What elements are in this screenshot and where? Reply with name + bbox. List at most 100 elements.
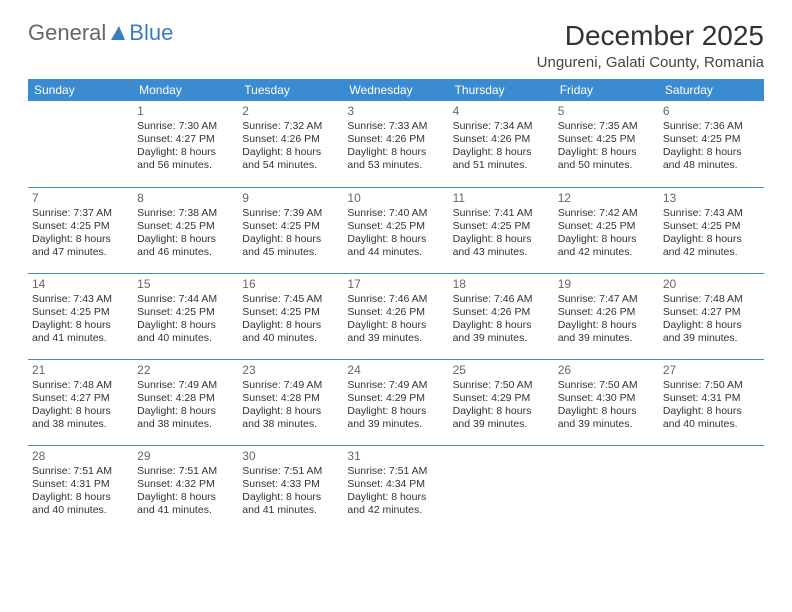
sunrise-line: Sunrise: 7:51 AM bbox=[242, 465, 339, 478]
sunset-line: Sunset: 4:26 PM bbox=[558, 306, 655, 319]
sunset-line: Sunset: 4:28 PM bbox=[137, 392, 234, 405]
sunset-line: Sunset: 4:26 PM bbox=[453, 133, 550, 146]
sunset-line: Sunset: 4:34 PM bbox=[347, 478, 444, 491]
day-number: 10 bbox=[347, 191, 444, 206]
day-number: 18 bbox=[453, 277, 550, 292]
daylight-line-1: Daylight: 8 hours bbox=[347, 233, 444, 246]
calendar-cell: 10Sunrise: 7:40 AMSunset: 4:25 PMDayligh… bbox=[343, 187, 448, 273]
daylight-line-1: Daylight: 8 hours bbox=[137, 319, 234, 332]
daylight-line-1: Daylight: 8 hours bbox=[347, 491, 444, 504]
calendar-cell bbox=[659, 445, 764, 531]
daylight-line-1: Daylight: 8 hours bbox=[32, 233, 129, 246]
calendar-week: 28Sunrise: 7:51 AMSunset: 4:31 PMDayligh… bbox=[28, 445, 764, 531]
sunset-line: Sunset: 4:25 PM bbox=[663, 133, 760, 146]
day-header-row: SundayMondayTuesdayWednesdayThursdayFrid… bbox=[28, 79, 764, 101]
calendar-cell: 5Sunrise: 7:35 AMSunset: 4:25 PMDaylight… bbox=[554, 101, 659, 187]
day-header: Wednesday bbox=[343, 79, 448, 101]
daylight-line-2: and 50 minutes. bbox=[558, 159, 655, 172]
daylight-line-1: Daylight: 8 hours bbox=[32, 319, 129, 332]
calendar-cell: 4Sunrise: 7:34 AMSunset: 4:26 PMDaylight… bbox=[449, 101, 554, 187]
daylight-line-1: Daylight: 8 hours bbox=[347, 319, 444, 332]
sunrise-line: Sunrise: 7:32 AM bbox=[242, 120, 339, 133]
daylight-line-2: and 38 minutes. bbox=[137, 418, 234, 431]
calendar-cell: 2Sunrise: 7:32 AMSunset: 4:26 PMDaylight… bbox=[238, 101, 343, 187]
header: General Blue December 2025 Ungureni, Gal… bbox=[28, 20, 764, 71]
logo: General Blue bbox=[28, 20, 173, 46]
daylight-line-1: Daylight: 8 hours bbox=[137, 491, 234, 504]
logo-text-general: General bbox=[28, 20, 106, 46]
daylight-line-1: Daylight: 8 hours bbox=[453, 146, 550, 159]
sunset-line: Sunset: 4:32 PM bbox=[137, 478, 234, 491]
sunrise-line: Sunrise: 7:40 AM bbox=[347, 207, 444, 220]
sunset-line: Sunset: 4:30 PM bbox=[558, 392, 655, 405]
sunrise-line: Sunrise: 7:33 AM bbox=[347, 120, 444, 133]
calendar-cell bbox=[554, 445, 659, 531]
daylight-line-2: and 40 minutes. bbox=[242, 332, 339, 345]
sunrise-line: Sunrise: 7:51 AM bbox=[137, 465, 234, 478]
location: Ungureni, Galati County, Romania bbox=[537, 54, 764, 71]
daylight-line-2: and 46 minutes. bbox=[137, 246, 234, 259]
daylight-line-1: Daylight: 8 hours bbox=[242, 491, 339, 504]
sunrise-line: Sunrise: 7:50 AM bbox=[663, 379, 760, 392]
calendar-cell: 7Sunrise: 7:37 AMSunset: 4:25 PMDaylight… bbox=[28, 187, 133, 273]
day-number: 17 bbox=[347, 277, 444, 292]
day-number: 19 bbox=[558, 277, 655, 292]
calendar-cell bbox=[449, 445, 554, 531]
calendar-cell: 24Sunrise: 7:49 AMSunset: 4:29 PMDayligh… bbox=[343, 359, 448, 445]
logo-text-blue: Blue bbox=[129, 20, 173, 46]
daylight-line-2: and 39 minutes. bbox=[453, 332, 550, 345]
calendar-cell: 27Sunrise: 7:50 AMSunset: 4:31 PMDayligh… bbox=[659, 359, 764, 445]
daylight-line-2: and 40 minutes. bbox=[663, 418, 760, 431]
sunset-line: Sunset: 4:25 PM bbox=[137, 306, 234, 319]
day-header: Thursday bbox=[449, 79, 554, 101]
calendar-cell: 20Sunrise: 7:48 AMSunset: 4:27 PMDayligh… bbox=[659, 273, 764, 359]
calendar-cell: 14Sunrise: 7:43 AMSunset: 4:25 PMDayligh… bbox=[28, 273, 133, 359]
daylight-line-2: and 39 minutes. bbox=[558, 332, 655, 345]
day-header: Sunday bbox=[28, 79, 133, 101]
day-header: Saturday bbox=[659, 79, 764, 101]
calendar-cell: 1Sunrise: 7:30 AMSunset: 4:27 PMDaylight… bbox=[133, 101, 238, 187]
daylight-line-2: and 48 minutes. bbox=[663, 159, 760, 172]
sunset-line: Sunset: 4:31 PM bbox=[32, 478, 129, 491]
daylight-line-1: Daylight: 8 hours bbox=[347, 405, 444, 418]
sunset-line: Sunset: 4:25 PM bbox=[242, 306, 339, 319]
calendar-cell: 19Sunrise: 7:47 AMSunset: 4:26 PMDayligh… bbox=[554, 273, 659, 359]
month-title: December 2025 bbox=[537, 20, 764, 52]
sunrise-line: Sunrise: 7:47 AM bbox=[558, 293, 655, 306]
daylight-line-1: Daylight: 8 hours bbox=[242, 233, 339, 246]
daylight-line-1: Daylight: 8 hours bbox=[558, 405, 655, 418]
day-header: Friday bbox=[554, 79, 659, 101]
sunrise-line: Sunrise: 7:43 AM bbox=[32, 293, 129, 306]
daylight-line-1: Daylight: 8 hours bbox=[242, 319, 339, 332]
day-number: 26 bbox=[558, 363, 655, 378]
daylight-line-1: Daylight: 8 hours bbox=[663, 146, 760, 159]
calendar-week: 21Sunrise: 7:48 AMSunset: 4:27 PMDayligh… bbox=[28, 359, 764, 445]
sunrise-line: Sunrise: 7:34 AM bbox=[453, 120, 550, 133]
day-number: 9 bbox=[242, 191, 339, 206]
calendar-cell: 15Sunrise: 7:44 AMSunset: 4:25 PMDayligh… bbox=[133, 273, 238, 359]
sunset-line: Sunset: 4:25 PM bbox=[558, 220, 655, 233]
calendar-cell: 31Sunrise: 7:51 AMSunset: 4:34 PMDayligh… bbox=[343, 445, 448, 531]
sunset-line: Sunset: 4:27 PM bbox=[663, 306, 760, 319]
sunrise-line: Sunrise: 7:30 AM bbox=[137, 120, 234, 133]
sunrise-line: Sunrise: 7:49 AM bbox=[242, 379, 339, 392]
calendar-week: 14Sunrise: 7:43 AMSunset: 4:25 PMDayligh… bbox=[28, 273, 764, 359]
calendar-cell bbox=[28, 101, 133, 187]
day-number: 13 bbox=[663, 191, 760, 206]
sunset-line: Sunset: 4:26 PM bbox=[347, 133, 444, 146]
sunset-line: Sunset: 4:33 PM bbox=[242, 478, 339, 491]
sunset-line: Sunset: 4:26 PM bbox=[242, 133, 339, 146]
calendar-cell: 29Sunrise: 7:51 AMSunset: 4:32 PMDayligh… bbox=[133, 445, 238, 531]
daylight-line-1: Daylight: 8 hours bbox=[453, 405, 550, 418]
sunset-line: Sunset: 4:26 PM bbox=[347, 306, 444, 319]
day-number: 3 bbox=[347, 104, 444, 119]
calendar-cell: 26Sunrise: 7:50 AMSunset: 4:30 PMDayligh… bbox=[554, 359, 659, 445]
daylight-line-1: Daylight: 8 hours bbox=[663, 233, 760, 246]
title-block: December 2025 Ungureni, Galati County, R… bbox=[537, 20, 764, 71]
daylight-line-2: and 42 minutes. bbox=[663, 246, 760, 259]
day-number: 29 bbox=[137, 449, 234, 464]
day-number: 5 bbox=[558, 104, 655, 119]
sunset-line: Sunset: 4:28 PM bbox=[242, 392, 339, 405]
sunrise-line: Sunrise: 7:37 AM bbox=[32, 207, 129, 220]
day-number: 12 bbox=[558, 191, 655, 206]
